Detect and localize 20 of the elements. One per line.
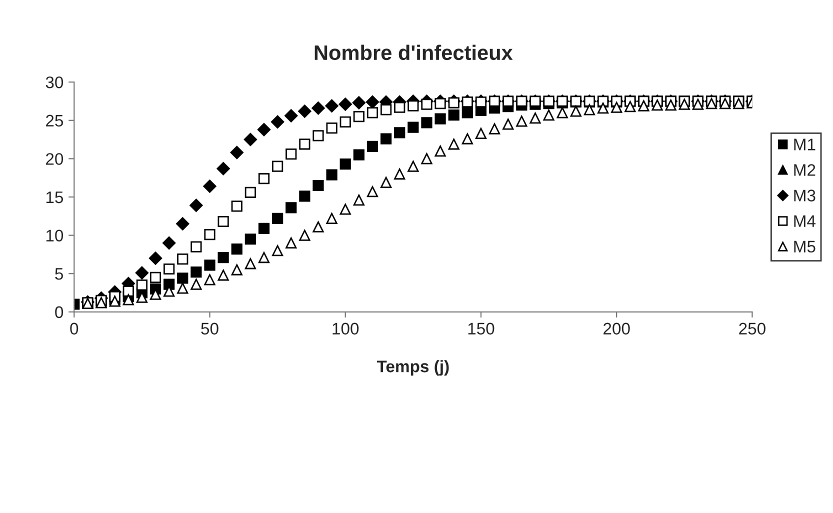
y-tick-label: 10: [46, 230, 64, 242]
y-tick-label: 0: [55, 306, 64, 318]
y-tick-label: 20: [46, 153, 64, 165]
legend-label: M5: [794, 240, 816, 253]
y-tick-label: 30: [46, 76, 64, 88]
x-tick-label: 0: [70, 322, 78, 335]
y-tick-label: 25: [46, 114, 64, 127]
legend-label: M2: [794, 164, 816, 176]
x-axis-title: Temps (j): [376, 360, 449, 376]
legend-label: M3: [794, 190, 816, 202]
x-tick-label: 50: [201, 322, 218, 335]
y-tick-label: 5: [55, 268, 64, 280]
legend-label: M1: [794, 138, 816, 150]
x-tick-label: 200: [604, 322, 630, 335]
x-tick-label: 150: [468, 322, 494, 335]
y-tick-label: 15: [46, 192, 64, 204]
x-tick-label: 100: [332, 322, 359, 335]
x-tick-label: 250: [739, 322, 766, 335]
legend-label: M4: [794, 215, 816, 227]
chart-title: Nombre d'infectieux: [314, 44, 513, 60]
